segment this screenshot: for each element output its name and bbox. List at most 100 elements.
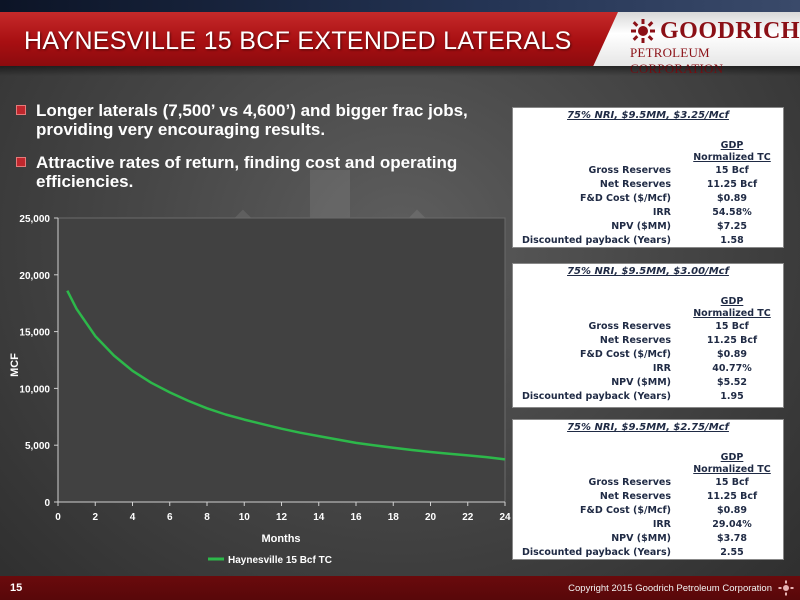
row-label: F&D Cost ($/Mcf) <box>580 193 671 204</box>
copyright-text: Copyright 2015 Goodrich Petroleum Corpor… <box>568 583 772 594</box>
y-tick-label: 0 <box>44 498 50 509</box>
row-label: IRR <box>652 519 671 530</box>
row-label: Gross Reserves <box>588 477 671 488</box>
x-tick-label: 0 <box>55 512 61 523</box>
row-value: $0.89 <box>716 349 748 360</box>
y-tick-label: 5,000 <box>25 441 50 452</box>
row-value: 1.58 <box>720 235 744 246</box>
x-tick-label: 6 <box>167 512 173 523</box>
row-value: 40.77% <box>712 363 752 374</box>
table-row: F&D Cost ($/Mcf) $0.89 <box>513 504 783 518</box>
x-tick-label: 18 <box>388 512 400 523</box>
x-tick-label: 24 <box>499 512 511 523</box>
row-label: Net Reserves <box>599 179 671 190</box>
logo-subtitle: PETROLEUM CORPORATION <box>630 45 723 76</box>
logo-wordmark: GOODRICH <box>660 18 800 44</box>
table-row: F&D Cost ($/Mcf) $0.89 <box>513 348 783 362</box>
column-header-gdp: GDP <box>720 140 744 151</box>
row-value: 11.25 Bcf <box>706 491 758 502</box>
table-row: Gross Reserves 15 Bcf <box>513 164 783 178</box>
row-value: 1.95 <box>720 391 744 402</box>
series-line <box>66 290 506 461</box>
sun-gear-icon <box>778 580 794 596</box>
sun-gear-icon <box>631 19 655 43</box>
bullet-marker <box>16 157 26 167</box>
table-row: IRR 54.58% <box>513 206 783 220</box>
row-value: 15 Bcf <box>715 477 749 488</box>
x-tick-label: 12 <box>276 512 288 523</box>
series-layer <box>66 290 506 461</box>
row-label: NPV ($MM) <box>611 533 671 544</box>
table-row: F&D Cost ($/Mcf) $0.89 <box>513 192 783 206</box>
economics-table: 75% NRI, $9.5MM, $3.25/Mcf GDP Normalize… <box>512 107 784 248</box>
title-band <box>0 12 618 66</box>
table-title: 75% NRI, $9.5MM, $3.00/Mcf <box>567 266 729 277</box>
table-row: NPV ($MM) $5.52 <box>513 376 783 390</box>
row-value: $5.52 <box>716 377 748 388</box>
x-tick-label: 2 <box>92 512 98 523</box>
x-tick-label: 4 <box>130 512 136 523</box>
economics-table: 75% NRI, $9.5MM, $3.00/Mcf GDP Normalize… <box>512 263 784 408</box>
x-axis-ticks: 0 2 4 6 8 10 12 14 16 18 20 22 24 <box>55 502 511 523</box>
column-header-normalized: Normalized TC <box>693 308 771 319</box>
row-label: Discounted payback (Years) <box>521 391 671 402</box>
row-label: NPV ($MM) <box>611 377 671 388</box>
column-header-gdp: GDP <box>720 452 744 463</box>
row-label: Gross Reserves <box>588 165 671 176</box>
x-tick-label: 10 <box>239 512 251 523</box>
table-row: Gross Reserves 15 Bcf <box>513 320 783 334</box>
row-label: Discounted payback (Years) <box>521 235 671 246</box>
row-value: 15 Bcf <box>715 165 749 176</box>
x-tick-label: 8 <box>204 512 210 523</box>
table-row: NPV ($MM) $7.25 <box>513 220 783 234</box>
bullet-item: Longer laterals (7,500’ vs 4,600’) and b… <box>16 101 506 139</box>
x-tick-label: 14 <box>313 512 325 523</box>
column-header-normalized: Normalized TC <box>693 464 771 475</box>
row-value: 54.58% <box>712 207 752 218</box>
row-value: 2.55 <box>720 547 744 558</box>
row-value: 11.25 Bcf <box>706 179 758 190</box>
row-label: IRR <box>652 207 671 218</box>
table-title: 75% NRI, $9.5MM, $3.25/Mcf <box>567 110 729 121</box>
top-bar <box>0 0 800 12</box>
row-label: IRR <box>652 363 671 374</box>
table-row: Gross Reserves 15 Bcf <box>513 476 783 490</box>
table-header: GDP Normalized TC <box>513 296 783 320</box>
footer-bar: 15 Copyright 2015 Goodrich Petroleum Cor… <box>0 576 800 600</box>
table-title: 75% NRI, $9.5MM, $2.75/Mcf <box>567 422 729 433</box>
table-row: Discounted payback (Years) 2.55 <box>513 546 783 560</box>
x-tick-label: 20 <box>425 512 437 523</box>
row-value: $0.89 <box>716 193 748 204</box>
y-tick-label: 15,000 <box>19 328 50 339</box>
x-tick-label: 16 <box>350 512 362 523</box>
row-value: $3.78 <box>716 533 748 544</box>
y-tick-label: 20,000 <box>19 271 50 282</box>
row-value: $0.89 <box>716 505 748 516</box>
row-label: Net Reserves <box>599 335 671 346</box>
bullet-item: Attractive rates of return, finding cost… <box>16 153 506 191</box>
table-row: Net Reserves 11.25 Bcf <box>513 490 783 504</box>
row-value: 11.25 Bcf <box>706 335 758 346</box>
table-row: NPV ($MM) $3.78 <box>513 532 783 546</box>
bullet-marker <box>16 105 26 115</box>
plot-area <box>57 217 506 503</box>
table-row: Net Reserves 11.25 Bcf <box>513 334 783 348</box>
bullet-text: Attractive rates of return, finding cost… <box>36 153 458 191</box>
legend-label: Haynesville 15 Bcf TC <box>228 555 332 566</box>
table-row: Discounted payback (Years) 1.95 <box>513 390 783 404</box>
row-value: $7.25 <box>716 221 748 232</box>
header-shadow <box>0 66 800 76</box>
x-tick-label: 22 <box>462 512 474 523</box>
row-label: Discounted payback (Years) <box>521 547 671 558</box>
row-value: 15 Bcf <box>715 321 749 332</box>
row-label: Gross Reserves <box>588 321 671 332</box>
y-tick-label: 25,000 <box>19 214 50 225</box>
table-header: GDP Normalized TC <box>513 452 783 476</box>
company-logo: GOODRICH PETROLEUM CORPORATION <box>628 18 800 76</box>
page-number: 15 <box>10 582 23 594</box>
row-label: NPV ($MM) <box>611 221 671 232</box>
table-row: Net Reserves 11.25 Bcf <box>513 178 783 192</box>
column-header-normalized: Normalized TC <box>693 152 771 163</box>
table-row: IRR 40.77% <box>513 362 783 376</box>
